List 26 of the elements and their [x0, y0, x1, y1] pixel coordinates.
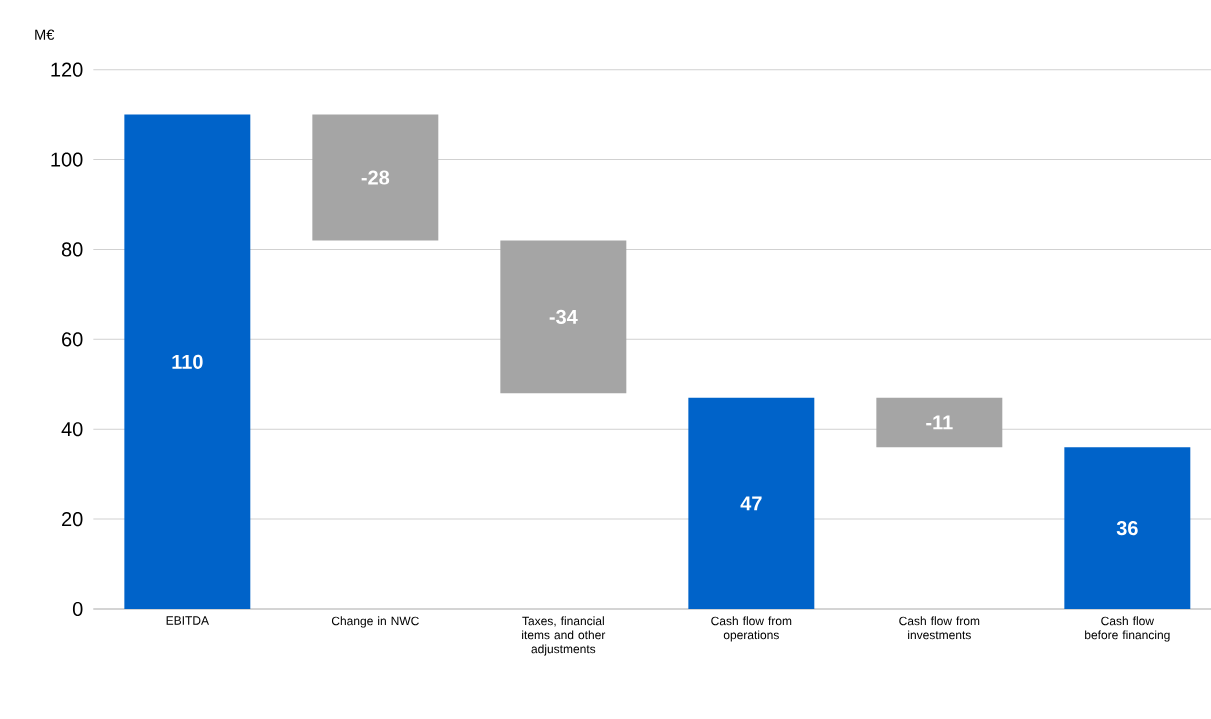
x-tick-label: Change in NWC	[331, 616, 419, 628]
x-tick-label: Cash flow before financing	[1085, 616, 1170, 642]
bar	[312, 114, 439, 241]
x-tick-label: Cash flow from investments	[899, 616, 980, 640]
x-tick-label: EBITDA	[166, 616, 209, 625]
x-tick-label: Cash flow from operations	[711, 616, 792, 642]
y-tick-label: 0	[72, 601, 83, 617]
y-axis-title: M€	[35, 29, 55, 40]
y-tick-label: 120	[51, 62, 83, 77]
data-label: 110	[172, 354, 203, 369]
bar	[1064, 447, 1191, 609]
data-label: -34	[549, 309, 578, 324]
data-label: 36	[1116, 521, 1138, 536]
x-tick-label: Taxes, financial items and other adjustments	[522, 616, 606, 656]
bar	[500, 240, 627, 394]
bar	[124, 114, 251, 609]
y-tick-label: 100	[51, 152, 83, 167]
y-tick-label: 80	[61, 242, 83, 257]
data-label: -28	[361, 170, 390, 185]
y-tick-label: 60	[62, 332, 83, 347]
data-label: 47	[740, 496, 762, 511]
bar	[876, 397, 1003, 448]
y-tick-label: 20	[62, 512, 83, 527]
y-tick-label: 40	[61, 422, 83, 437]
bar	[688, 397, 815, 609]
data-label: -11	[926, 415, 953, 430]
